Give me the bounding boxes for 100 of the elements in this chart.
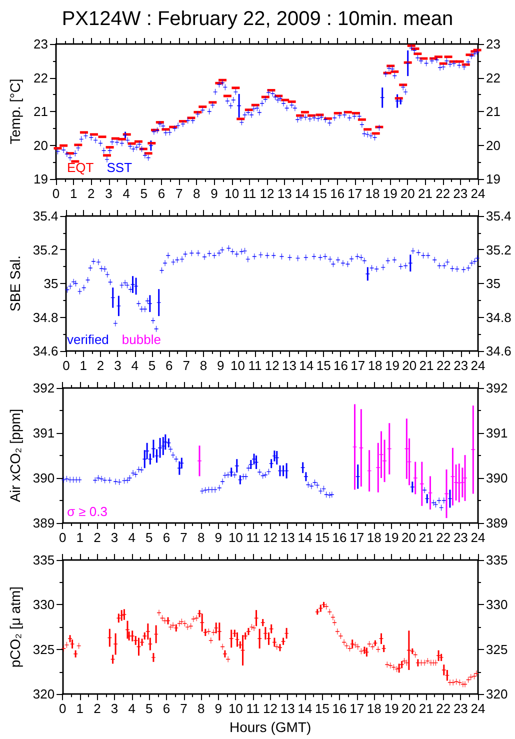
- x-tick-label: 15: [314, 530, 330, 545]
- x-tick-label: 0: [52, 186, 60, 201]
- x-tick-label: 23: [453, 186, 468, 201]
- x-tick-label: 17: [350, 701, 364, 716]
- x-tick-label: 22: [436, 530, 451, 545]
- x-tick-label: 0: [58, 530, 66, 545]
- x-tick-label: 17: [350, 530, 364, 545]
- x-tick-label: 14: [298, 530, 312, 545]
- y2-tick-label: 34.6: [486, 344, 512, 358]
- y-tick-label: 391: [32, 426, 55, 440]
- x-tick-label: 22: [436, 358, 451, 373]
- x-tick-label: 20: [402, 701, 416, 716]
- x-tick-label: 22: [436, 701, 451, 716]
- x-tick-label: 17: [350, 358, 366, 373]
- y2-tick-label: 34.8: [486, 310, 512, 325]
- x-tick-label: 19: [384, 701, 399, 716]
- x-tick-label: 24: [470, 530, 486, 545]
- x-tick-label: 6: [162, 701, 170, 716]
- x-tick-label: 12: [264, 358, 280, 373]
- y2-tick-label: 35.4: [486, 208, 512, 224]
- x-tick-label: 20: [400, 186, 415, 201]
- x-tick-label: 20: [402, 358, 417, 373]
- x-tick-label: 9: [217, 358, 224, 373]
- y2-tick-label: 20: [486, 138, 500, 153]
- y-tick-label: 325: [32, 642, 55, 657]
- x-tick-label: 6: [166, 358, 173, 373]
- x-tick-label: 24: [470, 186, 486, 201]
- x-tick-label: 7: [180, 701, 188, 716]
- text: σ ≥ 0.3: [67, 504, 108, 519]
- x-tick-label: 14: [298, 701, 312, 716]
- x-tick-label: 23: [454, 358, 468, 373]
- y2-tick-label: 390: [486, 470, 508, 486]
- x-tick-label: 19: [384, 530, 399, 545]
- y-tick-label: 34.6: [32, 344, 58, 358]
- x-tick-label: 19: [384, 358, 400, 373]
- x-tick-label: 10: [228, 530, 243, 545]
- y-tick-label: 35: [44, 276, 58, 291]
- x-tick-label: 1: [76, 701, 84, 716]
- chart-title: PX124W : February 22, 2009 : 10min. mean: [62, 8, 454, 30]
- y-tick-label: 389: [32, 516, 55, 530]
- x-tick-label: 21: [419, 358, 434, 373]
- x-tick-label: 8: [200, 358, 208, 373]
- x-tick-label: 11: [246, 701, 260, 716]
- x-tick-label: 0: [62, 358, 70, 373]
- y2-tick-label: 325: [486, 642, 508, 657]
- x-tick-label: 16: [332, 530, 347, 545]
- series-label: SST: [106, 160, 132, 175]
- y2-tick-label: 35.2: [486, 242, 512, 258]
- x-tick-label: 0: [58, 701, 66, 716]
- y2-tick-label: 22: [486, 70, 500, 86]
- x-tick-label: 24: [470, 358, 486, 373]
- x-tick-label: 5: [140, 186, 148, 201]
- x-tick-label: 2: [94, 530, 101, 545]
- y-tick-label: 330: [32, 597, 55, 612]
- x-tick-label: 22: [436, 186, 450, 201]
- x-axis-title: Hours (GMT): [229, 719, 312, 735]
- x-tick-label: 7: [180, 530, 188, 545]
- y-tick-label: 35.2: [32, 242, 58, 258]
- x-tick-label: 9: [214, 530, 222, 545]
- y-tick-label: 34.8: [32, 310, 58, 325]
- x-tick-label: 21: [418, 530, 434, 545]
- x-tick-label: 14: [294, 186, 310, 201]
- x-tick-label: 3: [114, 358, 122, 373]
- x-tick-label: 10: [228, 701, 243, 716]
- y-tick-label: 19: [34, 172, 48, 186]
- x-tick-label: 13: [280, 530, 295, 545]
- x-tick-label: 13: [282, 358, 296, 373]
- x-tick-label: 3: [110, 701, 118, 716]
- x-tick-label: 5: [146, 530, 153, 545]
- y-tick-label: 23: [34, 36, 48, 52]
- y-tick-label: 390: [32, 470, 55, 486]
- y-axis-title: SBE Sal.: [7, 255, 23, 312]
- x-tick-label: 16: [330, 186, 345, 201]
- x-tick-label: 1: [70, 186, 78, 201]
- x-tick-label: 7: [175, 186, 183, 201]
- x-tick-label: 15: [312, 186, 327, 201]
- x-tick-label: 2: [96, 358, 104, 373]
- series-label: verified: [67, 332, 109, 347]
- x-tick-label: 6: [158, 186, 166, 201]
- x-tick-label: 13: [280, 701, 295, 716]
- legend-label: bubble: [122, 332, 161, 347]
- y-tick-label: 21: [34, 104, 48, 119]
- x-tick-label: 12: [263, 701, 278, 716]
- series-label: EQT: [67, 160, 94, 175]
- x-tick-label: 7: [182, 358, 190, 373]
- x-tick-label: 23: [453, 530, 468, 545]
- y2-tick-label: 35: [486, 276, 500, 291]
- x-tick-label: 11: [246, 530, 260, 545]
- x-tick-label: 4: [128, 530, 136, 545]
- x-tick-label: 8: [193, 186, 200, 201]
- x-tick-label: 4: [131, 358, 138, 373]
- x-tick-label: 15: [314, 701, 330, 716]
- x-tick-label: 18: [368, 358, 382, 373]
- x-tick-label: 2: [94, 701, 101, 716]
- x-tick-label: 24: [470, 701, 486, 716]
- y-axis-title: Temp. [°C]: [7, 78, 23, 144]
- y2-tick-label: 391: [486, 426, 508, 440]
- x-tick-label: 17: [348, 186, 362, 201]
- y2-tick-label: 320: [486, 686, 508, 702]
- x-tick-label: 14: [299, 358, 314, 373]
